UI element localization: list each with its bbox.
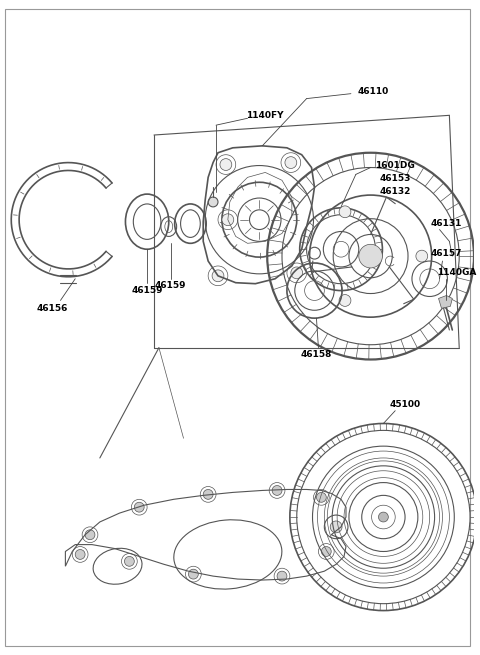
Circle shape xyxy=(85,530,95,540)
Circle shape xyxy=(189,569,198,579)
Circle shape xyxy=(134,502,144,512)
Circle shape xyxy=(309,247,320,259)
Circle shape xyxy=(339,206,351,217)
Circle shape xyxy=(379,512,388,522)
Circle shape xyxy=(124,556,134,567)
Text: 1601DG: 1601DG xyxy=(375,161,415,170)
Text: 46159: 46159 xyxy=(155,281,187,290)
Text: 46153: 46153 xyxy=(380,174,411,183)
Text: 46158: 46158 xyxy=(301,350,332,359)
Circle shape xyxy=(212,270,224,282)
Circle shape xyxy=(285,157,297,168)
Text: 45100: 45100 xyxy=(389,400,420,409)
Circle shape xyxy=(316,493,326,502)
Text: 46110: 46110 xyxy=(358,87,389,96)
Circle shape xyxy=(272,485,282,495)
Circle shape xyxy=(359,244,383,268)
Circle shape xyxy=(330,521,342,533)
Text: 1140FY: 1140FY xyxy=(247,111,284,120)
Circle shape xyxy=(339,295,351,307)
Text: 46132: 46132 xyxy=(380,187,411,196)
Circle shape xyxy=(75,550,85,559)
Text: 46156: 46156 xyxy=(37,304,68,313)
Circle shape xyxy=(220,159,232,170)
Polygon shape xyxy=(439,295,452,309)
Text: 1140GA: 1140GA xyxy=(437,269,476,277)
Circle shape xyxy=(277,571,287,581)
Circle shape xyxy=(203,489,213,499)
Circle shape xyxy=(322,546,331,556)
Text: 46131: 46131 xyxy=(431,219,462,228)
Circle shape xyxy=(222,214,234,225)
Circle shape xyxy=(291,267,303,279)
Circle shape xyxy=(416,250,428,262)
Circle shape xyxy=(208,197,218,207)
Text: 46157: 46157 xyxy=(431,249,462,257)
Text: 46159: 46159 xyxy=(132,286,163,295)
